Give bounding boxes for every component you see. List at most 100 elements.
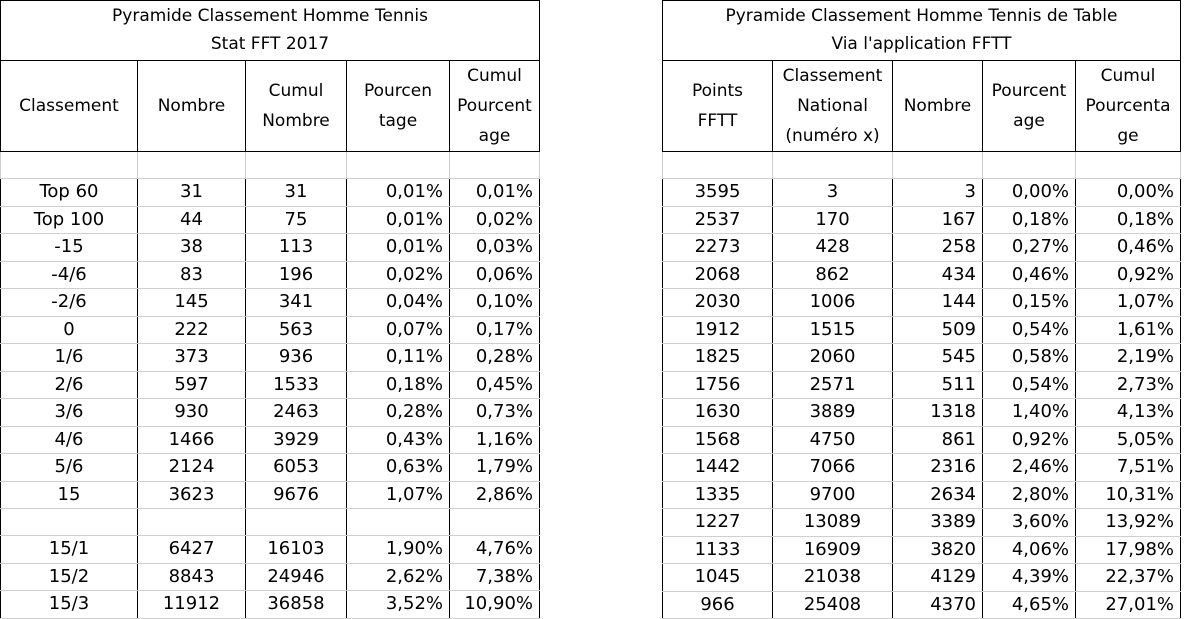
table-cell[interactable]: 1227 [662,508,773,537]
table-cell[interactable]: 6427 [137,535,246,564]
table-cell[interactable]: 930 [137,398,246,427]
empty-cell[interactable] [245,151,347,179]
table-cell[interactable]: 15/2 [0,563,138,591]
table-cell[interactable]: 2,62% [346,563,450,591]
table-cell[interactable]: 1466 [137,426,246,454]
table-cell[interactable]: 4,13% [1075,398,1181,427]
table-cell[interactable]: 11912 [137,590,246,619]
table-cell[interactable]: 1/6 [0,343,138,372]
table-cell[interactable]: 3820 [892,536,983,564]
table-cell[interactable]: 170 [772,206,893,234]
table-cell[interactable]: 966 [662,591,773,619]
empty-cell[interactable] [892,151,983,179]
table-cell[interactable]: 2537 [662,206,773,234]
table-cell[interactable]: 2068 [662,261,773,289]
table-cell[interactable]: 2060 [772,343,893,372]
table-cell[interactable]: 25408 [772,591,893,619]
table-cell[interactable]: 1045 [662,563,773,592]
table-cell[interactable]: 2,73% [1075,371,1181,399]
table-cell[interactable]: 0,63% [346,453,450,482]
table-cell[interactable]: 113 [245,233,347,262]
table-cell[interactable]: 3/6 [0,398,138,427]
table-cell[interactable]: 3 [772,178,893,207]
table-cell[interactable] [137,508,246,536]
table-cell[interactable]: 0,01% [346,233,450,262]
table-cell[interactable]: 24946 [245,563,347,591]
table-cell[interactable]: 5/6 [0,453,138,482]
table-cell[interactable]: 0,07% [346,316,450,344]
table-cell[interactable]: 21038 [772,563,893,592]
table-cell[interactable] [0,508,138,536]
table-cell[interactable]: 2,86% [449,481,540,509]
table-cell[interactable]: 1568 [662,426,773,454]
table-cell[interactable]: 1515 [772,316,893,344]
table-cell[interactable]: 1756 [662,371,773,399]
table-cell[interactable] [449,508,540,536]
table-cell[interactable]: 1133 [662,536,773,564]
table-cell[interactable]: 0,01% [346,206,450,234]
table-cell[interactable]: 0,58% [982,343,1076,372]
table-cell[interactable]: 0,54% [982,371,1076,399]
column-header[interactable]: Points FFTT [662,60,773,152]
table-cell[interactable]: 0,28% [449,343,540,372]
table-cell[interactable] [245,508,347,536]
empty-cell[interactable] [137,151,246,179]
table-cell[interactable]: 16103 [245,535,347,564]
table-cell[interactable]: 10,31% [1075,481,1181,509]
table-cell[interactable]: 0,00% [982,178,1076,207]
table-cell[interactable]: 3,52% [346,590,450,619]
table-cell[interactable]: 0,11% [346,343,450,372]
table-cell[interactable]: 1335 [662,481,773,509]
table-cell[interactable]: 2571 [772,371,893,399]
table-cell[interactable]: 3889 [772,398,893,427]
table-cell[interactable]: 0,46% [1075,233,1181,262]
table-cell[interactable]: 341 [245,288,347,317]
table-cell[interactable]: 373 [137,343,246,372]
table-cell[interactable]: 862 [772,261,893,289]
table-cell[interactable]: 0,46% [982,261,1076,289]
empty-cell[interactable] [982,151,1076,179]
table-cell[interactable]: 2030 [662,288,773,317]
table-cell[interactable]: 0,01% [346,178,450,207]
table-cell[interactable]: 0,73% [449,398,540,427]
table-cell[interactable]: 13089 [772,508,893,537]
table-cell[interactable]: 0,54% [982,316,1076,344]
table-cell[interactable]: 75 [245,206,347,234]
table-cell[interactable]: 38 [137,233,246,262]
empty-cell[interactable] [662,151,773,179]
table-cell[interactable]: 2,19% [1075,343,1181,372]
empty-cell[interactable] [449,151,540,179]
table-cell[interactable]: 0,92% [1075,261,1181,289]
table-cell[interactable]: 1,07% [1075,288,1181,317]
table-cell[interactable]: 36858 [245,590,347,619]
table-cell[interactable]: 4,76% [449,535,540,564]
table-cell[interactable]: 0,06% [449,261,540,289]
table-cell[interactable]: 1,16% [449,426,540,454]
table-cell[interactable]: 9700 [772,481,893,509]
table-cell[interactable]: 9676 [245,481,347,509]
table-cell[interactable]: 509 [892,316,983,344]
table-cell[interactable]: -4/6 [0,261,138,289]
table-cell[interactable]: 511 [892,371,983,399]
table-cell[interactable]: 15/3 [0,590,138,619]
table-cell[interactable]: 0,03% [449,233,540,262]
empty-cell[interactable] [0,151,138,179]
table-cell[interactable]: 167 [892,206,983,234]
table-cell[interactable]: 1,61% [1075,316,1181,344]
table-cell[interactable]: 15/1 [0,535,138,564]
table-cell[interactable]: 0,18% [346,371,450,399]
table-cell[interactable]: 1912 [662,316,773,344]
table-cell[interactable]: 434 [892,261,983,289]
empty-cell[interactable] [346,151,450,179]
table-cell[interactable]: 3389 [892,508,983,537]
table-cell[interactable]: 0,10% [449,288,540,317]
table-cell[interactable]: 0,92% [982,426,1076,454]
table-cell[interactable]: 1,07% [346,481,450,509]
table-cell[interactable]: 4129 [892,563,983,592]
table-cell[interactable]: 0,45% [449,371,540,399]
table-cell[interactable]: 936 [245,343,347,372]
table-cell[interactable]: 258 [892,233,983,262]
empty-cell[interactable] [772,151,893,179]
column-header[interactable]: Nombre [137,60,246,152]
table-cell[interactable]: 0,17% [449,316,540,344]
